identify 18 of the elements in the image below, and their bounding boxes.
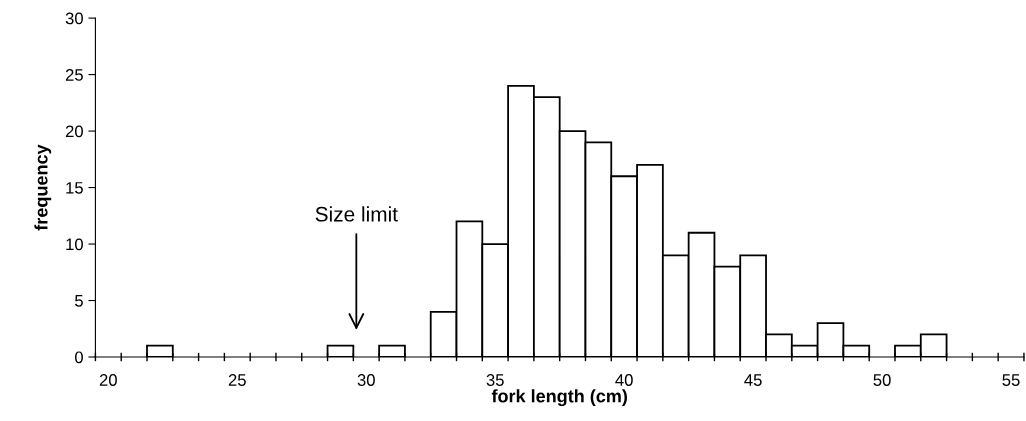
x-tick-label: 45 [744,374,762,386]
x-tick-label: 55 [1002,374,1020,386]
y-axis-title: frequency [34,144,52,231]
annotation: Size limit [315,206,398,222]
x-tick-label: 35 [486,374,504,386]
x-tick-label: 40 [615,374,633,386]
y-tick-label: 30 [65,12,83,25]
x-tick-label: 25 [228,374,246,386]
x-tick-label: 50 [873,374,891,386]
y-tick-label: 5 [75,295,83,307]
y-tick-label: 25 [65,68,83,81]
x-tick-label: 20 [99,374,117,386]
y-tick-label: 15 [66,182,83,194]
y-tick-label: 20 [65,125,83,138]
x-tick-label: 30 [357,374,375,386]
y-tick-label: 0 [75,351,83,364]
y-tick-label: 10 [66,238,83,251]
x-axis-title: fork length (cm) [491,389,627,407]
